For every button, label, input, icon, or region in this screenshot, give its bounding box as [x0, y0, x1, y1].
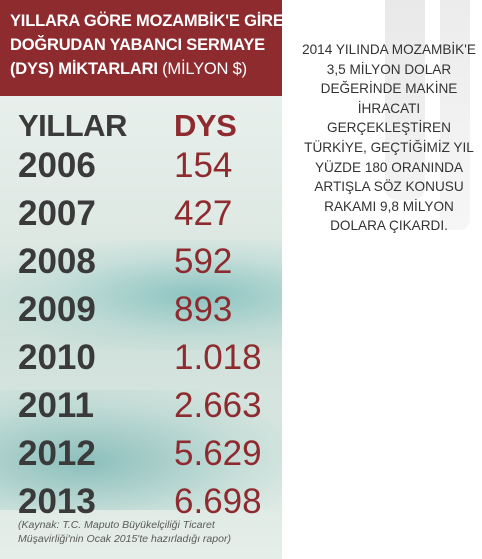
background-sea-lower: [0, 390, 282, 510]
header-line-2: DOĞRUDAN YABANCI SERMAYE: [10, 36, 265, 54]
row-value-2012: 5.629: [174, 434, 262, 473]
data-table: 2006 154 2007 427 2008 592 2009 893 2010 1.018 201…: [18, 146, 262, 521]
quote-mark-decoration: [385, 0, 425, 200]
row-year-2007: 2007: [18, 194, 96, 233]
row-year-2006: 2006: [18, 146, 96, 185]
row-value-2011: 2.663: [174, 386, 262, 425]
row-value-2010: 1.018: [174, 338, 262, 377]
row-value-2006: 154: [174, 146, 232, 185]
header-line-3: (DYS) MİKTARLARI (MİLYON $): [10, 58, 276, 80]
row-value-2008: 592: [174, 242, 232, 281]
header-line-3-light: (MİLYON $): [157, 60, 247, 78]
column-header-dys: DYS: [174, 108, 237, 143]
background-sea: [0, 240, 282, 350]
row-year-2008: 2008: [18, 242, 96, 281]
row-year-2010: 2010: [18, 338, 96, 377]
row-year-2013: 2013: [18, 482, 96, 521]
row-value-2007: 427: [174, 194, 232, 233]
row-year-2012: 2012: [18, 434, 96, 473]
source-note: (Kaynak: T.C. Maputo Büyükelçiliği Ticar…: [18, 519, 231, 545]
header-line-3-bold: (DYS) MİKTARLARI: [10, 60, 158, 78]
row-year-2009: 2009: [18, 290, 96, 329]
quote-mark-decoration-2: [440, 0, 470, 230]
side-note: 2014 YILINDA MOZAMBİK'E 3,5 MİLYON DOLAR…: [302, 42, 476, 234]
row-value-2009: 893: [174, 290, 232, 329]
header-line-1: YILLARA GÖRE MOZAMBİK'E GİREN: [10, 12, 282, 30]
column-header-year: YILLAR: [18, 108, 127, 143]
chart-header: YILLARA GÖRE MOZAMBİK'E GİREN DOĞRUDAN Y…: [0, 0, 282, 96]
row-value-2013: 6.698: [174, 482, 262, 521]
row-year-2011: 2011: [18, 386, 94, 425]
chart-panel: YILLARA GÖRE MOZAMBİK'E GİREN DOĞRUDAN Y…: [0, 0, 282, 559]
